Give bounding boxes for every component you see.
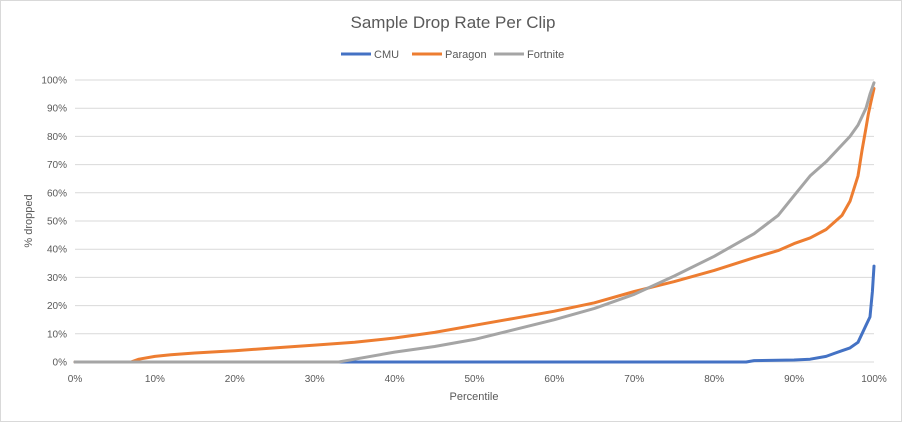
legend-label-cmu: CMU <box>374 49 399 61</box>
legend: CMU Paragon Fortnite <box>341 49 564 61</box>
x-tick-label: 20% <box>225 374 245 385</box>
x-tick-label: 90% <box>784 374 804 385</box>
y-tick-label: 40% <box>47 245 67 256</box>
x-tick-label: 50% <box>464 374 484 385</box>
legend-label-fortnite: Fortnite <box>527 49 564 61</box>
y-tick-label: 0% <box>53 358 68 369</box>
y-tick-label: 100% <box>41 76 67 87</box>
x-tick-label: 10% <box>145 374 165 385</box>
y-tick-label: 20% <box>47 301 67 312</box>
y-tick-label: 70% <box>47 160 67 171</box>
series-lines <box>73 81 876 364</box>
gridlines <box>75 79 874 363</box>
series-line-paragon <box>73 87 876 364</box>
series-line-cmu <box>73 264 876 364</box>
chart-title: Sample Drop Rate Per Clip <box>350 13 555 32</box>
series-line-fortnite <box>73 81 876 364</box>
y-axis-title: % dropped <box>23 194 35 247</box>
x-tick-label: 70% <box>624 374 644 385</box>
y-tick-label: 60% <box>47 188 67 199</box>
x-tick-label: 40% <box>385 374 405 385</box>
x-tick-label: 100% <box>861 374 887 385</box>
legend-label-paragon: Paragon <box>445 49 487 61</box>
y-axis-ticks: 0% 10% 20% 30% 40% 50% 60% 70% 80% 90% 100% <box>41 76 67 369</box>
x-tick-label: 60% <box>544 374 564 385</box>
y-tick-label: 80% <box>47 132 67 143</box>
y-tick-label: 50% <box>47 217 67 228</box>
x-tick-label: 80% <box>704 374 724 385</box>
x-tick-label: 0% <box>68 374 83 385</box>
y-tick-label: 30% <box>47 273 67 284</box>
x-axis-title: Percentile <box>450 391 499 403</box>
x-tick-label: 30% <box>305 374 325 385</box>
y-tick-label: 90% <box>47 104 67 115</box>
y-tick-label: 10% <box>47 329 67 340</box>
x-axis-ticks: 0% 10% 20% 30% 40% 50% 60% 70% 80% 90% 100% <box>68 374 887 385</box>
